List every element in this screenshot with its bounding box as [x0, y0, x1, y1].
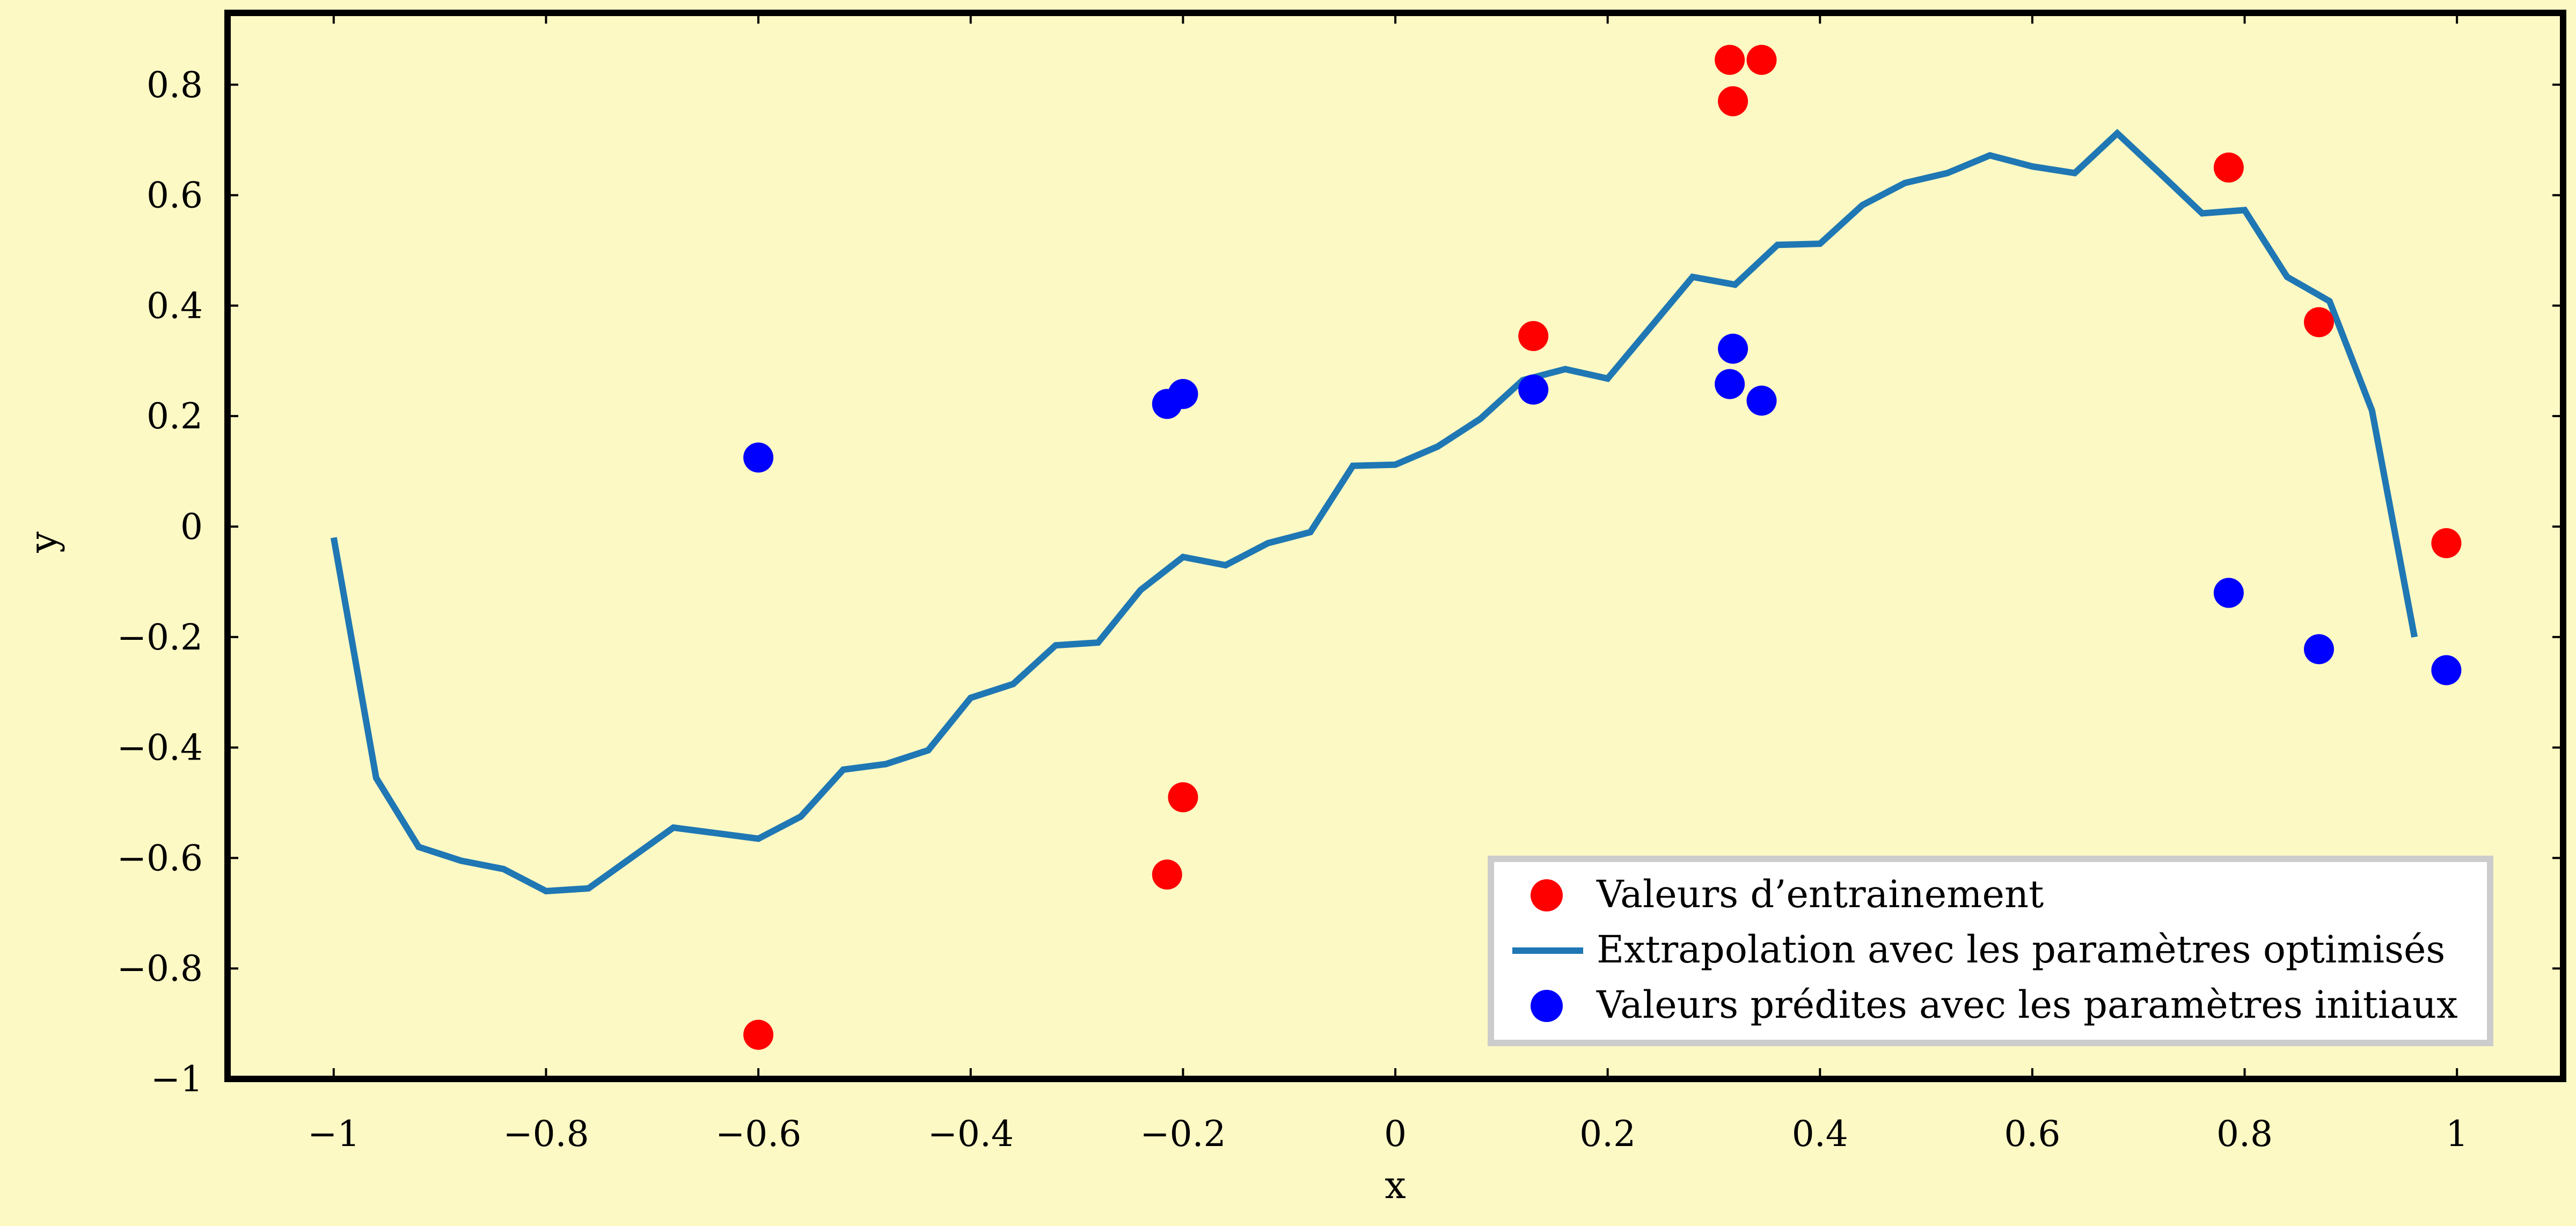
- training-point: [2431, 528, 2462, 558]
- x-tick-label: −0.8: [503, 1113, 589, 1155]
- y-tick-label: 0.6: [147, 175, 203, 216]
- training-point: [1718, 86, 1748, 116]
- training-point: [2304, 307, 2334, 338]
- training-point: [2213, 152, 2244, 183]
- legend-label-initial: Valeurs prédites avec les paramètres ini…: [1596, 983, 2458, 1027]
- training-point: [1715, 45, 1745, 75]
- y-tick-label: 0.8: [147, 64, 203, 106]
- x-tick-label: 0: [1384, 1113, 1407, 1155]
- y-tick-label: −0.4: [117, 727, 203, 769]
- y-tick-label: −0.8: [117, 948, 203, 989]
- training-point: [1518, 321, 1549, 351]
- x-tick-label: 0.4: [1792, 1113, 1848, 1155]
- series-line-extrapolation: [330, 129, 2418, 895]
- y-tick-label: 0.4: [147, 285, 203, 326]
- initial-prediction-point: [1518, 374, 1549, 405]
- x-tick-label: 0.6: [2004, 1113, 2060, 1155]
- x-tick-label: −0.6: [715, 1113, 801, 1155]
- initial-prediction-point: [1168, 379, 1198, 409]
- y-tick-label: −0.2: [117, 617, 203, 658]
- x-tick-label: 0.8: [2216, 1113, 2273, 1155]
- initial-prediction-point: [1715, 369, 1745, 399]
- x-axis-label: x: [1385, 1163, 1406, 1207]
- legend-label-line: Extrapolation avec les paramètres optimi…: [1597, 928, 2445, 972]
- tick-labels: −1 −0.8 −0.6 −0.4 −0.2 0 0.2 0.4 0.6 0.8 1 −1 −0.8 −0…: [117, 64, 2468, 1155]
- plot-frame: [224, 10, 2566, 1082]
- x-tick-label: −0.2: [1140, 1113, 1226, 1155]
- initial-prediction-point: [2431, 655, 2462, 685]
- initial-prediction-point: [2304, 634, 2334, 665]
- legend-box: [1488, 856, 2493, 1046]
- initial-prediction-point: [1746, 385, 1777, 416]
- legend-label-training: Valeurs d’entrainement: [1596, 872, 2044, 916]
- y-tick-label: 0: [180, 506, 203, 548]
- legend-marker-training: [1531, 879, 1563, 911]
- y-tick-label: −1: [151, 1059, 203, 1100]
- initial-prediction-point: [743, 442, 774, 473]
- x-tick-label: 1: [2446, 1113, 2468, 1155]
- legend: Valeurs d’entrainement Extrapolation ave…: [1488, 856, 2493, 1046]
- y-tick-label: 0.2: [147, 396, 203, 437]
- initial-prediction-point: [1718, 333, 1748, 364]
- series-layer: [330, 45, 2462, 1050]
- y-axis-label: y: [21, 531, 65, 553]
- x-tick-label: −0.4: [928, 1113, 1014, 1155]
- training-point: [1168, 782, 1198, 813]
- legend-marker-initial: [1531, 990, 1563, 1022]
- training-point: [743, 1019, 774, 1050]
- training-point: [1746, 45, 1777, 75]
- y-tick-label: −0.6: [117, 837, 203, 879]
- x-tick-label: 0.2: [1579, 1113, 1636, 1155]
- x-tick-label: −1: [308, 1113, 360, 1155]
- training-point: [1152, 859, 1182, 890]
- initial-prediction-point: [2213, 578, 2244, 608]
